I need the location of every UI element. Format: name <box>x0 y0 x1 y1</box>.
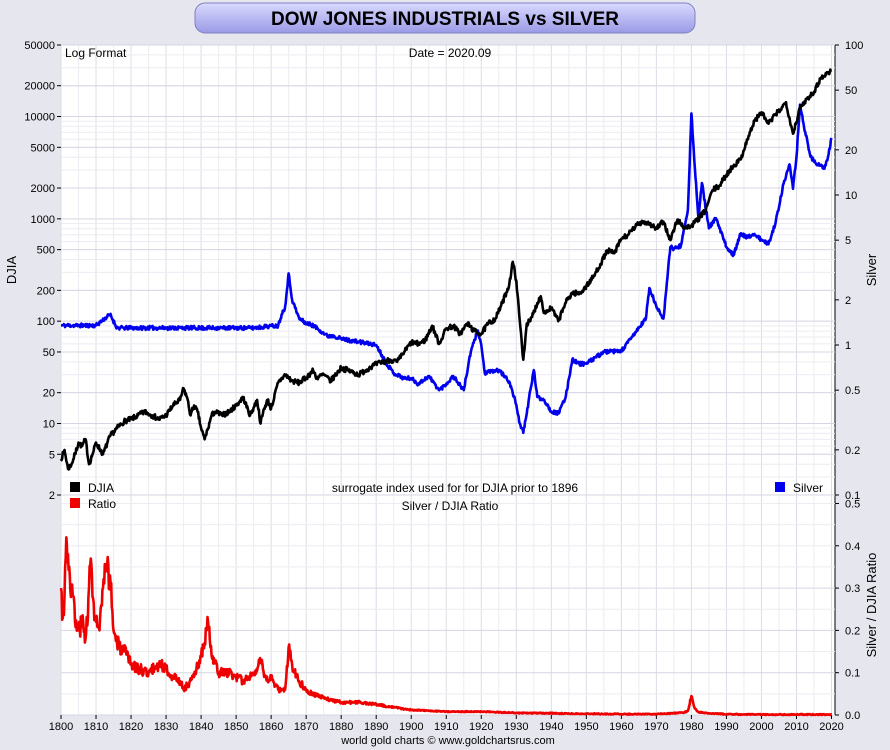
top-panel <box>60 44 836 496</box>
year-tick-label: 1910 <box>434 721 458 733</box>
ratio-series-line <box>59 536 833 717</box>
year-tick-label: 1940 <box>539 721 563 733</box>
silver-tick-label: 50 <box>845 85 857 97</box>
silver-tick-label: 0.2 <box>845 445 860 457</box>
silver-tick-label: 0.1 <box>845 490 860 502</box>
djia-axis-title: DJIA <box>4 256 19 285</box>
ratio-tick-label: 0.2 <box>845 625 860 637</box>
djia-axis-ticks: 2 5 10 20 50 100 200 500 1000 2000 5000 10000 20000 5… <box>24 40 61 502</box>
silver-tick-label: 20 <box>845 145 857 157</box>
chart-title: DOW JONES INDUSTRIALS vs SILVER <box>271 9 619 30</box>
silver-legend-label: Silver <box>793 481 823 495</box>
top-grid <box>60 44 835 496</box>
year-tick-label: 1980 <box>679 721 703 733</box>
djia-tick-label: 2000 <box>31 183 55 195</box>
djia-tick-label: 500 <box>37 245 55 257</box>
ratio-axis-title: Silver / DJIA Ratio <box>864 553 879 658</box>
silver-tick-label: 1 <box>845 340 851 352</box>
year-tick-label: 1920 <box>469 721 493 733</box>
djia-tick-label: 200 <box>37 285 55 297</box>
djia-tick-label: 20000 <box>24 81 55 93</box>
djia-tick-label: 5 <box>49 449 55 461</box>
year-tick-label: 1890 <box>364 721 388 733</box>
year-tick-label: 1960 <box>609 721 633 733</box>
ratio-legend-swatch <box>70 498 80 508</box>
ratio-tick-label: 0.5 <box>845 498 860 510</box>
djia-tick-label: 20 <box>43 388 55 400</box>
silver-tick-label: 2 <box>845 295 851 307</box>
ratio-tick-label: 0.1 <box>845 668 860 680</box>
djia-tick-label: 50000 <box>24 40 55 52</box>
year-tick-label: 2010 <box>784 721 808 733</box>
year-tick-label: 2020 <box>819 721 843 733</box>
ratio-axis-ticks: 0.0 0.1 0.2 0.3 0.4 0.5 <box>835 498 860 722</box>
year-tick-label: 1850 <box>224 721 248 733</box>
djia-series-line <box>59 68 833 471</box>
surrogate-note: surrogate index used for for DJIA prior … <box>332 481 578 495</box>
year-tick-label: 1810 <box>84 721 108 733</box>
year-tick-label: 1930 <box>504 721 528 733</box>
djia-legend-label: DJIA <box>88 481 114 495</box>
djia-legend-swatch <box>70 482 80 492</box>
year-tick-label: 1800 <box>49 721 73 733</box>
silver-legend-swatch <box>775 482 785 492</box>
year-tick-label: 1950 <box>574 721 598 733</box>
silver-tick-label: 100 <box>845 40 863 52</box>
year-tick-label: 1830 <box>154 721 178 733</box>
year-tick-label: 1870 <box>294 721 318 733</box>
silver-tick-label: 10 <box>845 190 857 202</box>
year-tick-label: 1880 <box>329 721 353 733</box>
year-tick-label: 1820 <box>119 721 143 733</box>
djia-tick-label: 5000 <box>31 142 55 154</box>
year-tick-label: 1970 <box>644 721 668 733</box>
ratio-panel-title: Silver / DJIA Ratio <box>402 499 499 513</box>
silver-axis-title: Silver <box>864 253 879 286</box>
silver-series-line <box>60 103 833 435</box>
ratio-tick-label: 0.0 <box>845 710 860 722</box>
year-axis-ticks: 1800 1810 1820 1830 1840 1850 1860 1870 1880 1890… <box>49 715 844 733</box>
djia-tick-label: 100 <box>37 316 55 328</box>
title-banner <box>194 2 696 34</box>
silver-tick-label: 0.5 <box>845 385 860 397</box>
silver-axis-ticks: 0.1 0.2 0.5 1 2 5 10 20 50 100 <box>835 40 863 502</box>
ratio-tick-label: 0.4 <box>845 541 860 553</box>
djia-tick-label: 10 <box>43 418 55 430</box>
date-note: Date = 2020.09 <box>409 46 492 60</box>
year-tick-label: 1860 <box>259 721 283 733</box>
footer-credit: world gold charts © www.goldchartsrus.co… <box>340 735 555 747</box>
djia-tick-label: 2 <box>49 490 55 502</box>
year-tick-label: 1840 <box>189 721 213 733</box>
year-tick-label: 2000 <box>749 721 773 733</box>
log-format-note: Log Format <box>65 46 127 60</box>
djia-tick-label: 50 <box>43 347 55 359</box>
djia-tick-label: 10000 <box>24 112 55 124</box>
ratio-tick-label: 0.3 <box>845 583 860 595</box>
year-tick-label: 1990 <box>714 721 738 733</box>
djia-tick-label: 1000 <box>31 214 55 226</box>
year-tick-label: 1900 <box>399 721 423 733</box>
ratio-legend-label: Ratio <box>88 497 116 511</box>
silver-tick-label: 5 <box>845 235 851 247</box>
